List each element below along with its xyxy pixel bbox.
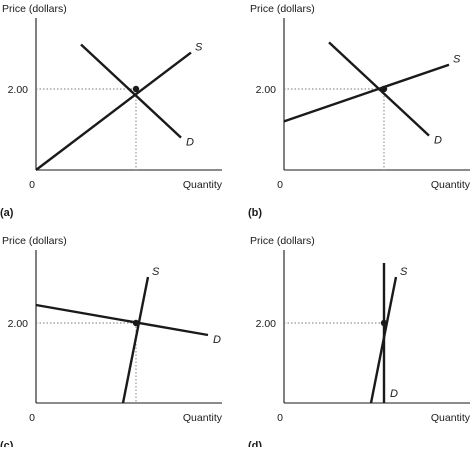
x-axis-label: Quantity [431, 412, 471, 424]
panel-label: (c) [0, 440, 14, 447]
supply-curve [283, 63, 450, 123]
demand-label: D [390, 388, 398, 400]
x-axis-label: Quantity [431, 179, 471, 191]
y-axis-label: Price (dollars) [250, 235, 315, 247]
demand-label: D [213, 334, 221, 346]
y-tick-label: 2.00 [8, 318, 29, 330]
equilibrium-point [132, 85, 140, 93]
supply-label: S [453, 54, 461, 66]
x-axis-label: Quantity [183, 179, 223, 191]
demand-label: D [186, 137, 194, 149]
y-axis-label: Price (dollars) [2, 235, 67, 247]
supply-curve [35, 51, 192, 171]
panel-label: (a) [0, 207, 14, 219]
supply-label: S [400, 266, 408, 278]
supply-label: S [152, 266, 160, 278]
origin-label: 0 [277, 179, 283, 191]
y-tick-label: 2.00 [8, 84, 29, 96]
demand-label: D [434, 135, 442, 147]
y-tick-label: 2.00 [256, 84, 277, 96]
demand-curve [35, 303, 209, 337]
supply-curve [121, 276, 150, 404]
equilibrium-point [380, 319, 388, 327]
panel-label: (b) [248, 207, 262, 219]
y-axis-label: Price (dollars) [2, 3, 67, 15]
panel-label: (d) [248, 440, 262, 447]
supply-label: S [195, 42, 203, 54]
origin-label: 0 [277, 412, 283, 424]
origin-label: 0 [29, 412, 35, 424]
x-axis-label: Quantity [183, 412, 223, 424]
y-axis-label: Price (dollars) [250, 3, 315, 15]
demand-curve [328, 41, 430, 137]
equilibrium-point [132, 319, 140, 327]
y-tick-label: 2.00 [256, 318, 277, 330]
origin-label: 0 [29, 179, 35, 191]
equilibrium-point [380, 85, 388, 93]
demand-curve [80, 43, 182, 139]
